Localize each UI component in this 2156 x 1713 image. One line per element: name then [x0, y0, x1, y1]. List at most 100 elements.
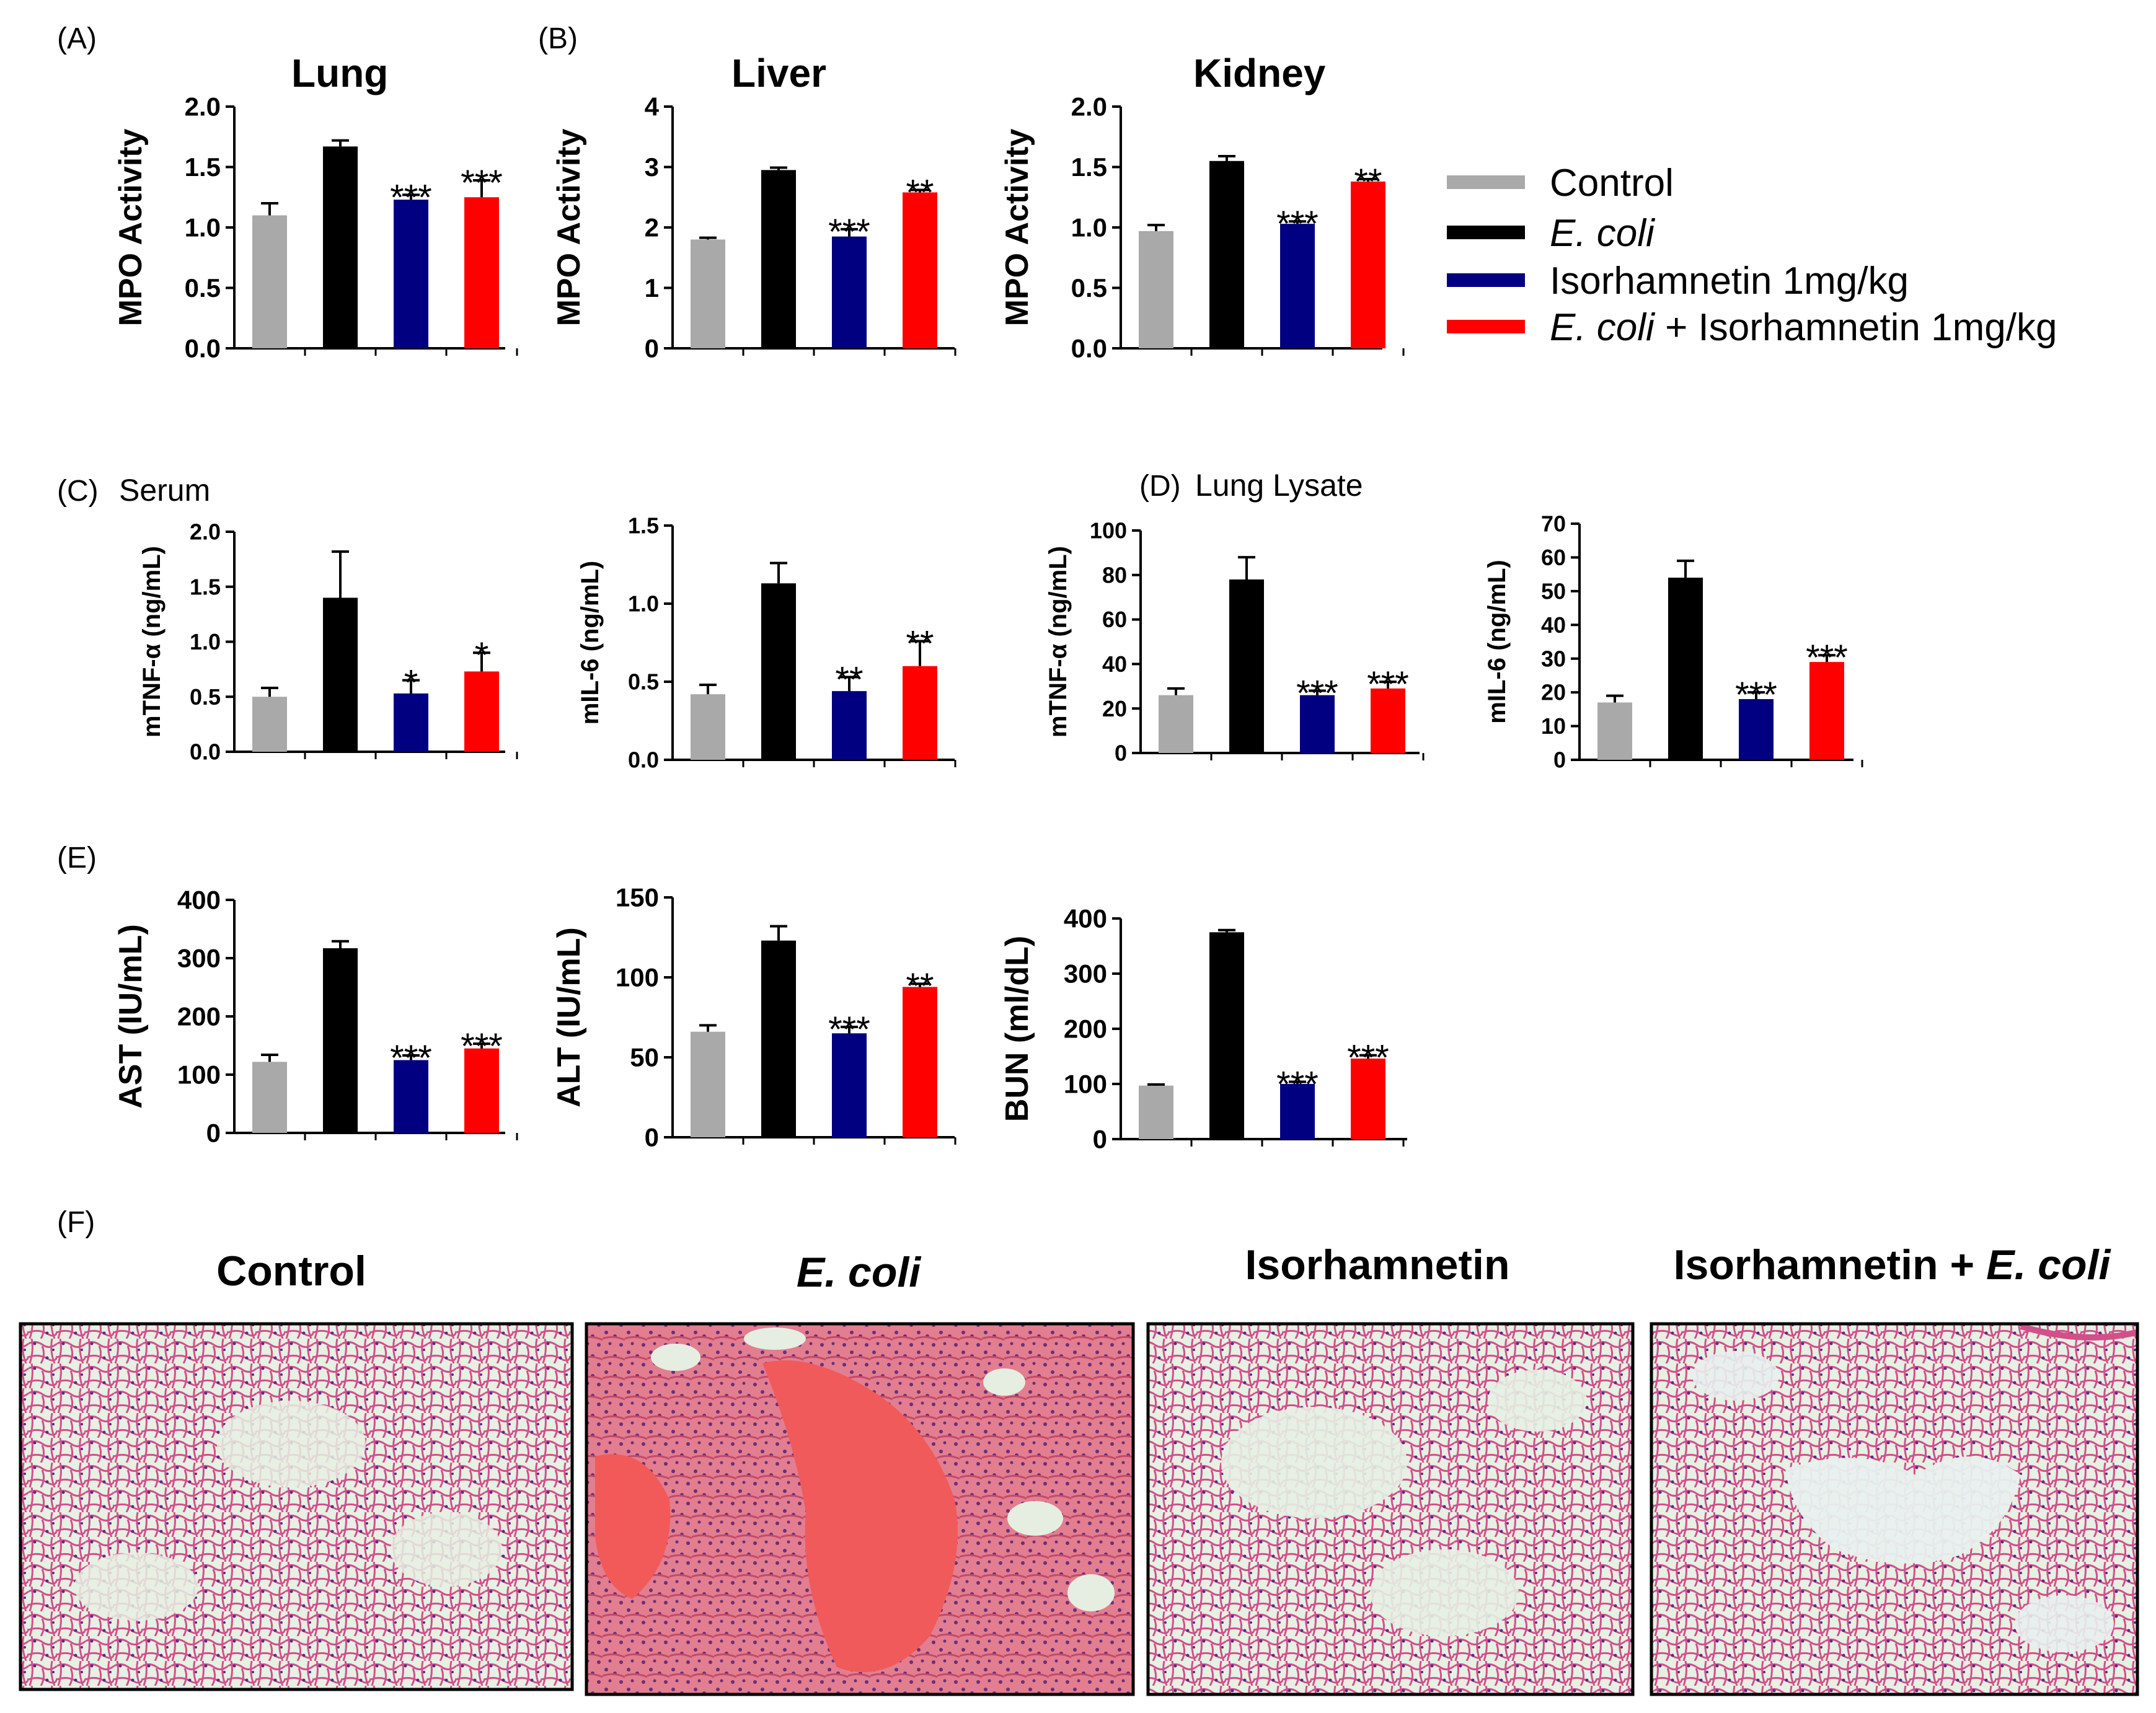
y-tick-label: 100 [1064, 1070, 1107, 1099]
significance-marker: * [475, 635, 489, 676]
bar-3 [832, 1033, 867, 1137]
y-tick-label: 200 [177, 1002, 221, 1031]
y-tick-label: 1 [645, 273, 659, 302]
significance-marker: ** [906, 172, 934, 213]
histology-alveolus [2015, 1595, 2114, 1652]
y-tick-label: 0.0 [1071, 334, 1107, 363]
legend-swatch-ecoli [1447, 226, 1525, 239]
significance-marker: *** [461, 163, 503, 203]
significance-marker: *** [1347, 1038, 1389, 1078]
legend-swatch-combination [1447, 320, 1525, 333]
y-tick-label: 1.5 [190, 574, 221, 599]
bar-4 [903, 987, 937, 1137]
bar-1 [252, 1062, 287, 1133]
panel-label-a: (A) [57, 22, 97, 55]
chart-serum-il6: 0.0 0.5 1.0 1.5 mIL-6 (ng/mL) ** ** [577, 513, 957, 773]
histology-alveolus [1007, 1501, 1063, 1536]
bar-4 [1351, 1059, 1385, 1139]
y-tick-label: 1.5 [628, 513, 659, 539]
histology-image-ecoli [585, 1322, 1135, 1696]
legend: Control E. coli Isorhamnetin 1mg/kg E. c… [1447, 162, 2057, 349]
y-tick-label: 0.0 [190, 739, 221, 765]
y-tick-label: 2 [645, 213, 659, 242]
y-tick-label: 0 [1093, 1125, 1107, 1154]
y-tick-label: 1.0 [628, 591, 659, 617]
significance-marker: ** [835, 659, 863, 700]
bar-2 [761, 583, 796, 760]
bar-1 [1139, 1085, 1173, 1139]
histology-alveolus [651, 1344, 700, 1371]
bar-2 [323, 146, 358, 348]
significance-marker: * [404, 663, 418, 703]
y-tick-label: 300 [1064, 959, 1107, 989]
legend-swatch-control [1447, 175, 1525, 189]
bar-1 [252, 697, 287, 752]
y-tick-label: 1.0 [185, 213, 221, 242]
y-axis-label: MPO Activity [999, 129, 1035, 327]
histology-alveolus [1221, 1407, 1407, 1518]
y-tick-label: 1.5 [185, 152, 221, 182]
y-axis-label: mTNF-α (ng/mL) [1045, 546, 1072, 738]
histology-image-combination [1650, 1322, 2139, 1696]
bar-3 [394, 1060, 428, 1133]
significance-marker: *** [1276, 1064, 1319, 1104]
y-axis-label: BUN (ml/dL) [999, 936, 1035, 1122]
bar-1 [1139, 231, 1173, 348]
bar-3 [394, 693, 428, 752]
y-tick-label: 400 [1064, 904, 1107, 933]
lung-lysate-subtitle: Lung Lysate [1195, 468, 1363, 503]
bar-3 [394, 200, 428, 348]
bar-3 [1280, 224, 1315, 348]
histology-airspace [1785, 1456, 2021, 1564]
bar-3 [1300, 695, 1335, 753]
y-tick-label: 400 [177, 886, 221, 915]
y-tick-label: 100 [1090, 518, 1127, 544]
y-tick-label: 1.0 [190, 629, 221, 654]
histology-pleura [2020, 1323, 2137, 1341]
legend-label-control: Control [1550, 162, 1674, 205]
y-tick-label: 150 [616, 883, 659, 912]
bar-2 [761, 940, 796, 1137]
y-tick-label: 0.5 [1071, 273, 1107, 302]
bar-3 [1739, 699, 1774, 760]
bar-4 [1371, 688, 1405, 753]
y-tick-label: 2.0 [1071, 92, 1107, 121]
y-tick-label: 100 [616, 963, 659, 992]
bar-2 [761, 170, 796, 348]
y-tick-label: 1.0 [1071, 213, 1107, 242]
y-tick-label: 60 [1541, 545, 1566, 570]
y-tick-label: 0.0 [628, 747, 659, 773]
legend-label-combination-italic: E. coli [1550, 306, 1656, 349]
bar-1 [691, 239, 725, 348]
chart-lung-il6: 0 10 20 30 40 50 60 70 mIL-6 (ng/mL) *** *** [1483, 511, 1863, 773]
y-tick-label: 200 [1064, 1015, 1107, 1044]
y-axis-label: mIL-6 (ng/mL) [577, 561, 604, 724]
bar-1 [1159, 695, 1193, 753]
histology-title-combination-rest: Isorhamnetin + [1674, 1241, 1986, 1288]
bar-2 [323, 948, 358, 1133]
chart-lung-mpo: Lung 0.0 0.5 1.0 1.5 2.0 MPO Activity *** *** [113, 51, 518, 363]
chart-ast: 0 100 200 300 400 AST (IU/mL) *** *** [113, 886, 518, 1148]
bar-4 [1351, 181, 1385, 348]
y-tick-label: 2.0 [185, 92, 221, 121]
panel-label-c: (C) [57, 475, 99, 508]
histology-frame [1146, 1322, 1635, 1696]
y-tick-label: 40 [1102, 651, 1127, 677]
bar-4 [464, 197, 499, 348]
chart-title: Lung [291, 51, 388, 95]
panel-label-d: (D) [1139, 470, 1181, 503]
y-tick-label: 40 [1541, 612, 1566, 638]
histology-alveolus [983, 1368, 1025, 1396]
y-tick-label: 0.5 [190, 684, 221, 710]
y-tick-label: 3 [645, 152, 659, 182]
y-axis-label: ALT (IU/mL) [551, 927, 587, 1108]
y-tick-label: 0.5 [185, 273, 221, 302]
y-tick-label: 100 [177, 1060, 221, 1090]
bar-4 [1809, 662, 1844, 760]
significance-marker: *** [390, 1038, 432, 1078]
y-axis-label: mTNF-α (ng/mL) [138, 546, 166, 738]
y-axis-label: MPO Activity [551, 129, 587, 327]
significance-marker: *** [828, 212, 870, 252]
histology-frame [585, 1322, 1135, 1696]
y-tick-label: 70 [1541, 511, 1566, 537]
